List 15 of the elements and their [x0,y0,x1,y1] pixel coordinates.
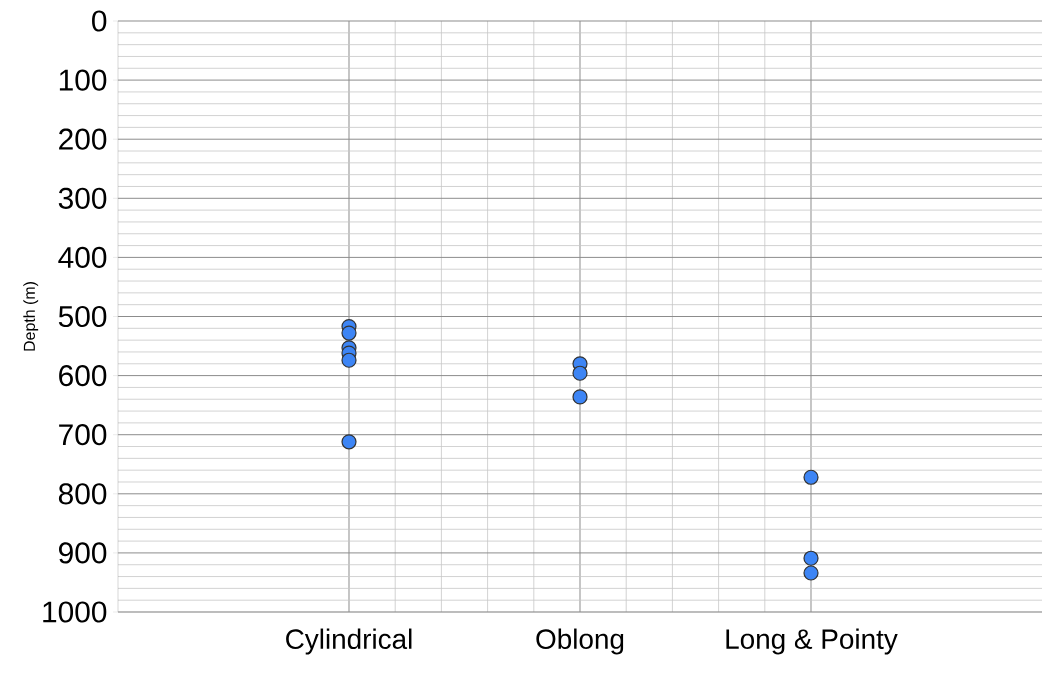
y-tick-label: 500 [58,305,107,328]
y-tick-label: 600 [59,365,107,387]
y-tick-label: 1000 [43,601,107,623]
x-tick-label: Long & Pointy [726,628,898,655]
y-axis-title: Depth (m) [23,282,39,351]
y-tick-label: 800 [58,483,107,505]
x-tick-label: Cylindrical [286,628,412,655]
y-tick-label: 400 [58,246,107,268]
y-tick-label: 300 [58,187,107,209]
y-tick-label: 0 [92,10,107,32]
y-tick-label: 200 [59,128,107,150]
y-tick-label: 900 [59,542,107,564]
x-tick-label: Oblong [536,628,624,655]
y-tick-label: 700 [59,424,107,446]
y-tick-label: 100 [59,69,107,91]
